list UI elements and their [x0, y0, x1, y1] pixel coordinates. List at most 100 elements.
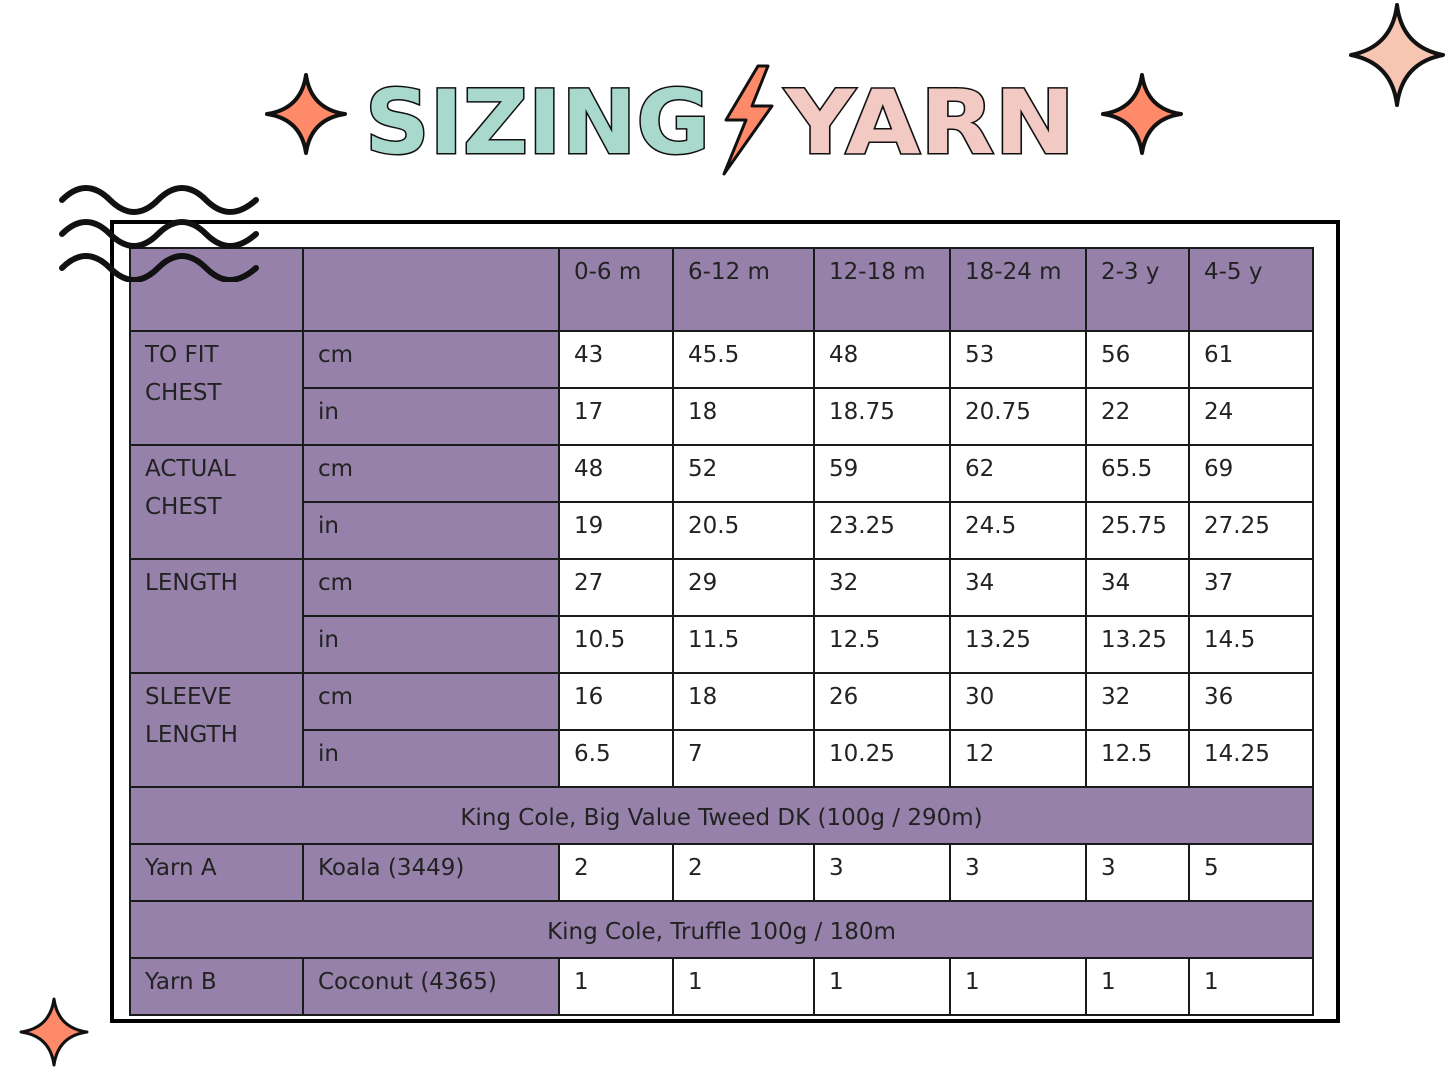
value-cell: 34 — [1085, 558, 1190, 617]
value-cell-text: 34 — [1101, 570, 1131, 596]
sizing-table: 0-6 m 6-12 m 12-18 m 18-24 m 2-3 y 4-5 y TO FI… — [129, 247, 1314, 1016]
value-cell: 59 — [813, 444, 951, 503]
value-cell: 24 — [1188, 387, 1314, 446]
value-cell: 18 — [672, 387, 815, 446]
value-cell-text: 61 — [1204, 342, 1234, 368]
value-cell: 6.5 — [558, 729, 674, 788]
value-cell: 65.5 — [1085, 444, 1190, 503]
value-cell-text: 12.5 — [1101, 741, 1153, 767]
measurement-label-cell: LENGTH — [129, 558, 304, 674]
value-cell-text: 34 — [965, 570, 995, 596]
yarn-heading-cell-text: King Cole, Big Value Tweed DK (100g / 29… — [460, 804, 983, 831]
value-cell-text: 26 — [829, 684, 859, 710]
yarn-amount-cell: 2 — [558, 843, 674, 902]
unit-cell: in — [302, 387, 560, 446]
value-cell-text: 24.5 — [965, 513, 1017, 539]
yarn-heading-cell: King Cole, Big Value Tweed DK (100g / 29… — [129, 786, 1314, 845]
measurement-label-cell-text: LENGTH — [145, 570, 238, 596]
value-cell: 25.75 — [1085, 501, 1190, 560]
sparkle-icon — [265, 73, 347, 155]
value-cell-text: 23.25 — [829, 513, 895, 539]
yarn-amount-cell-text: 1 — [1101, 969, 1116, 995]
value-cell: 32 — [813, 558, 951, 617]
value-cell: 37 — [1188, 558, 1314, 617]
value-cell-text: 6.5 — [574, 741, 611, 767]
value-cell-text: 27 — [574, 570, 604, 596]
table-row: in 17 18 18.75 20.75 22 24 — [130, 387, 1314, 446]
table-row: LENGTH cm 27 29 32 34 34 37 — [129, 558, 1314, 674]
yarn-heading-row: King Cole, Truffle 100g / 180m — [129, 900, 1314, 959]
value-cell-text: 69 — [1204, 456, 1234, 482]
value-cell: 10.5 — [558, 615, 674, 674]
table-row: TO FIT CHEST cm 43 45.5 48 53 56 61 — [129, 330, 1314, 446]
table-row: SLEEVE LENGTH cm 16 18 26 30 32 36 — [129, 672, 1314, 788]
value-cell: 26 — [813, 672, 951, 731]
unit-cell-text: cm — [318, 456, 354, 482]
table-row: ACTUAL CHEST cm 48 52 59 62 65.5 69 — [129, 444, 1314, 560]
yarn-color-cell: Koala (3449) — [302, 843, 560, 902]
unit-cell-text: in — [318, 627, 339, 653]
yarn-amount-cell: 1 — [558, 957, 674, 1016]
size-header-cell-text: 0-6 m — [574, 259, 642, 285]
yarn-amount-cell: 3 — [949, 843, 1087, 902]
value-cell-text: 27.25 — [1204, 513, 1270, 539]
yarn-amount-cell-text: 3 — [1101, 855, 1116, 881]
unit-cell: cm — [302, 444, 560, 503]
yarn-amount-cell: 3 — [813, 843, 951, 902]
value-cell: 27.25 — [1188, 501, 1314, 560]
unit-cell-text: in — [318, 399, 339, 425]
value-cell-text: 20.75 — [965, 399, 1031, 425]
title-word-yarn: YARN — [784, 71, 1075, 174]
value-cell: 13.25 — [949, 615, 1087, 674]
size-header-cell: 4-5 y — [1188, 247, 1314, 332]
header-empty-cell — [302, 247, 560, 332]
yarn-amount-cell-text: 2 — [574, 855, 589, 881]
measurement-label-cell-text: TO FIT CHEST — [145, 342, 222, 406]
value-cell-text: 32 — [829, 570, 859, 596]
yarn-amount-cell: 1 — [1085, 957, 1190, 1016]
value-cell-text: 10.5 — [574, 627, 626, 653]
size-header-cell: 2-3 y — [1085, 247, 1190, 332]
value-cell-text: 10.25 — [829, 741, 895, 767]
value-cell-text: 19 — [574, 513, 604, 539]
value-cell: 14.25 — [1188, 729, 1314, 788]
value-cell-text: 13.25 — [965, 627, 1031, 653]
size-header-cell-text: 4-5 y — [1204, 259, 1263, 285]
value-cell-text: 12.5 — [829, 627, 881, 653]
value-cell: 11.5 — [672, 615, 815, 674]
value-cell: 48 — [558, 444, 674, 503]
header-empty-cell — [129, 247, 304, 332]
yarn-amount-cell: 1 — [672, 957, 815, 1016]
yarn-amount-cell-text: 1 — [574, 969, 589, 995]
measurement-label-cell: ACTUAL CHEST — [129, 444, 304, 560]
yarn-amount-cell-text: 1 — [829, 969, 844, 995]
value-cell-text: 18 — [688, 399, 718, 425]
yarn-heading-cell: King Cole, Truffle 100g / 180m — [129, 900, 1314, 959]
value-cell: 18 — [672, 672, 815, 731]
yarn-amount-cell-text: 5 — [1204, 855, 1219, 881]
value-cell-text: 48 — [829, 342, 859, 368]
value-cell-text: 7 — [688, 741, 703, 767]
yarn-heading-cell-text: King Cole, Truffle 100g / 180m — [547, 918, 896, 945]
value-cell-text: 43 — [574, 342, 604, 368]
table-row: in 6.5 7 10.25 12 12.5 14.25 — [130, 729, 1314, 788]
yarn-amount-cell-text: 3 — [965, 855, 980, 881]
value-cell-text: 24 — [1204, 399, 1234, 425]
value-cell: 20.5 — [672, 501, 815, 560]
yarn-row: Yarn B Coconut (4365) 1 1 1 1 1 1 — [129, 957, 1314, 1016]
yarn-row: Yarn A Koala (3449) 2 2 3 3 3 5 — [129, 843, 1314, 902]
value-cell-text: 25.75 — [1101, 513, 1167, 539]
table-row: in 19 20.5 23.25 24.5 25.75 27.25 — [130, 501, 1314, 560]
value-cell-text: 53 — [965, 342, 995, 368]
yarn-amount-cell: 1 — [813, 957, 951, 1016]
yarn-color-cell-text: Koala (3449) — [318, 855, 465, 881]
sparkle-icon — [19, 997, 89, 1067]
value-cell-text: 52 — [688, 456, 718, 482]
value-cell: 61 — [1188, 330, 1314, 389]
value-cell: 34 — [949, 558, 1087, 617]
yarn-amount-cell-text: 1 — [1204, 969, 1219, 995]
sparkle-icon — [1101, 73, 1183, 155]
value-cell: 12.5 — [1085, 729, 1190, 788]
size-header-cell-text: 18-24 m — [965, 259, 1062, 285]
value-cell-text: 20.5 — [688, 513, 740, 539]
